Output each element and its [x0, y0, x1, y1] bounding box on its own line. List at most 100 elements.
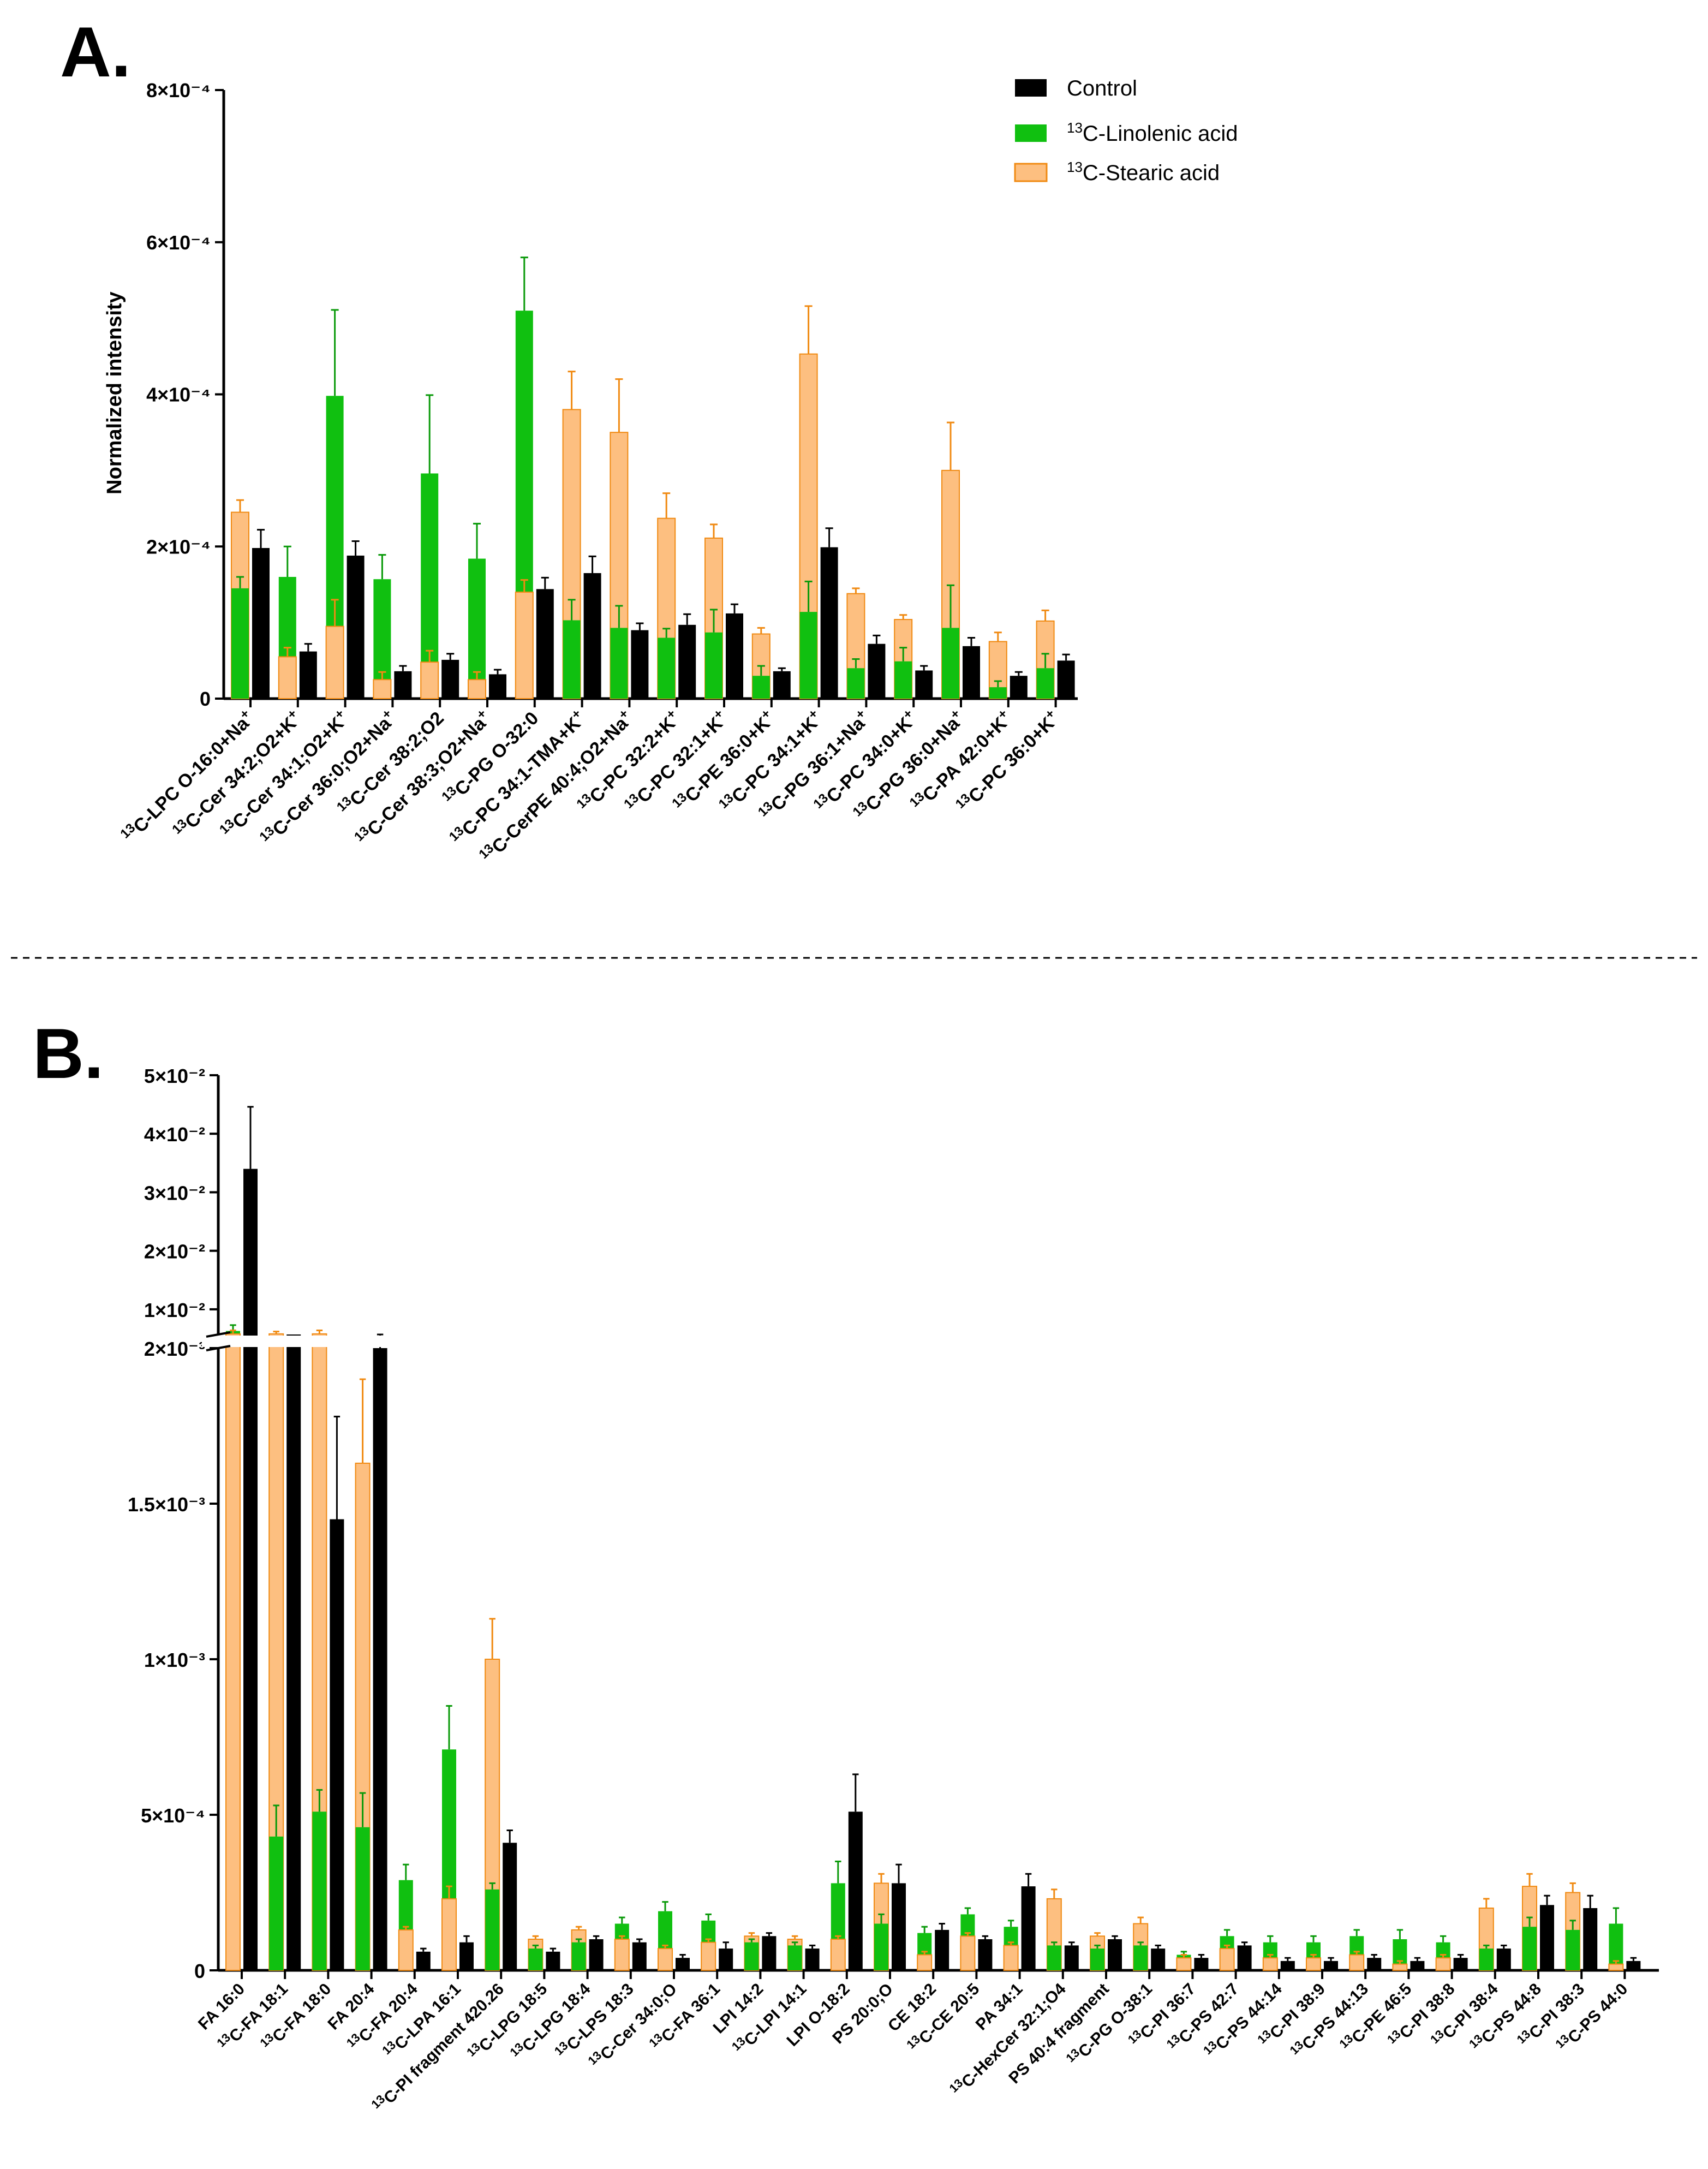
bar-control: [719, 1948, 733, 1970]
y-tick-label-b: 5×10⁻²: [144, 1065, 205, 1087]
bar-control: [1496, 1948, 1511, 1970]
category-group-b: [355, 1333, 387, 1971]
category-group-b: [1133, 1916, 1166, 1971]
bar-linolenic: [744, 1942, 759, 1970]
y-tick-label-b: 1×10⁻²: [144, 1299, 205, 1321]
bar-control: [726, 613, 743, 699]
legend-swatch-stearic: [1014, 163, 1048, 182]
bar-control: [589, 1939, 604, 1970]
category-group-b: [398, 1863, 431, 1971]
category-group-b: [1219, 1929, 1252, 1971]
bar-control: [489, 674, 506, 699]
bar-stearic: [614, 1939, 630, 1971]
y-tick-label-b: 1×10⁻³: [144, 1649, 205, 1671]
category-group-a: [751, 627, 791, 699]
bar-linolenic: [874, 1923, 888, 1970]
y-axis-label-a: Normalized intensity: [103, 291, 126, 494]
bar-control: [805, 1948, 820, 1970]
bar-control: [546, 1951, 560, 1970]
category-group-b: [1003, 1873, 1036, 1971]
bar-linolenic: [705, 632, 722, 699]
label-superscript: 13: [1067, 159, 1083, 175]
bar-control: [536, 589, 554, 699]
y-tick-label-a: 8×10⁻⁴: [146, 79, 211, 102]
legend: Control 13C-Linolenic acid 13C-Stearic a…: [1014, 76, 1238, 185]
bar-linolenic: [894, 661, 912, 699]
legend-label-linolenic-text: 13C-Linolenic acid: [1067, 120, 1238, 146]
bar-linolenic: [1133, 1945, 1148, 1970]
bar-control: [631, 630, 649, 699]
bar-control: [373, 1348, 387, 1970]
bar-control: [1057, 660, 1075, 699]
category-group-b: [701, 1913, 733, 1971]
category-group-a: [562, 371, 601, 699]
y-tick-label-b: 1.5×10⁻³: [128, 1493, 205, 1516]
axis-break-mark: [206, 1331, 231, 1338]
bar-linolenic: [610, 628, 628, 699]
bar-stearic: [278, 656, 297, 699]
bar-stearic: [701, 1941, 716, 1971]
bar-stearic: [1435, 1957, 1451, 1971]
bar-linolenic: [312, 1812, 327, 1970]
label-main: C-Cer 34:0;O: [597, 1980, 680, 2064]
category-group-b: [441, 1705, 474, 1971]
bar-control: [1410, 1961, 1425, 1970]
bar-control: [848, 1812, 863, 1970]
bar-linolenic: [1090, 1948, 1104, 1970]
category-group-b: [1262, 1935, 1295, 1971]
bar-control: [1108, 1939, 1122, 1970]
legend-label-stearic: 13C-Stearic acid: [1067, 159, 1220, 185]
bar-linolenic: [658, 637, 676, 699]
label-main: C-Linolenic acid: [1083, 122, 1238, 146]
bar-control: [773, 671, 791, 699]
category-group-b: [1176, 1951, 1209, 1971]
category-group-a: [988, 631, 1028, 699]
category-group-a: [373, 554, 412, 699]
bar-control: [1324, 1961, 1338, 1970]
axis-break-gap: [202, 1336, 387, 1347]
bar-control: [441, 659, 459, 699]
bar-control: [243, 1169, 258, 1970]
bar-control: [299, 651, 317, 699]
bar-stearic: [1392, 1963, 1408, 1971]
bar-stearic: [960, 1935, 976, 1971]
axis-break-mark: [206, 1345, 231, 1351]
bar-linolenic: [1036, 668, 1054, 699]
bar-linolenic: [1566, 1929, 1580, 1970]
bar-control: [935, 1929, 949, 1970]
bar-stearic: [658, 1948, 673, 1971]
category-group-b: [1392, 1929, 1425, 1971]
bar-linolenic: [563, 620, 581, 699]
category-group-b: [658, 1901, 690, 1971]
category-group-a: [515, 257, 554, 699]
category-group-b: [268, 1331, 301, 1971]
category-group-a: [704, 523, 743, 699]
bar-control: [1626, 1961, 1641, 1970]
y-tick-label-b: 5×10⁻⁴: [141, 1804, 205, 1827]
bar-control: [1583, 1908, 1598, 1970]
bar-control: [347, 555, 365, 699]
bar-control: [330, 1519, 344, 1970]
bar-control: [632, 1942, 647, 1970]
category-group-a: [941, 421, 980, 699]
bar-control: [676, 1958, 690, 1970]
category-group-a: [657, 492, 696, 700]
category-group-b: [1046, 1888, 1079, 1971]
category-group-b: [1090, 1932, 1122, 1971]
bar-stearic: [1219, 1948, 1235, 1971]
bar-stearic: [1262, 1957, 1278, 1971]
bar-stearic: [325, 625, 344, 699]
bar-linolenic: [799, 612, 817, 699]
bar-stearic: [1349, 1954, 1365, 1971]
bar-stearic: [1306, 1957, 1321, 1971]
bar-control: [583, 573, 601, 699]
legend-swatch-linolenic: [1015, 124, 1047, 142]
bar-stearic: [398, 1929, 414, 1971]
category-group-a: [325, 309, 365, 699]
panel-b-label: B.: [33, 1014, 104, 1093]
bar-control: [678, 624, 696, 699]
category-group-b: [1522, 1873, 1554, 1971]
bar-linolenic: [269, 1836, 284, 1970]
bar-control: [1367, 1958, 1382, 1970]
